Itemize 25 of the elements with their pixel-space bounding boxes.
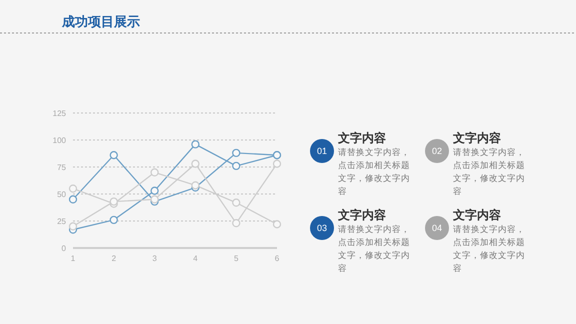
x-tick-label: 4: [193, 254, 198, 263]
x-tick-label: 5: [234, 254, 239, 263]
text: 请替换文字内容，点击添加相关标题文字，修改文字内容: [453, 146, 526, 198]
text: 文字内容: [453, 130, 501, 147]
text: 请替换文字内容，点击添加相关标题文字，修改文字内容: [338, 146, 411, 198]
text: 文字内容: [338, 130, 386, 147]
x-tick-label: 1: [70, 254, 76, 263]
y-tick-label: 50: [57, 190, 67, 199]
text: 请替换文字内容，点击添加相关标题文字，修改文字内容: [338, 223, 411, 275]
y-tick-label: 100: [52, 136, 67, 145]
category-label: 02: [425, 139, 449, 163]
y-tick-label: 0: [62, 244, 67, 253]
category-label: 04: [425, 216, 449, 240]
y-tick-label: 125: [52, 109, 67, 118]
category-label: 03: [310, 216, 334, 240]
text: 请替换文字内容，点击添加相关标题文字，修改文字内容: [453, 223, 526, 275]
y-tick-label: 75: [57, 163, 67, 172]
x-tick-label: 2: [112, 254, 117, 263]
y-tick-label: 25: [57, 217, 67, 226]
text: 文字内容: [338, 207, 386, 224]
chart-title: 成功项目展示: [61, 14, 140, 29]
text: 文字内容: [453, 207, 501, 224]
category-label: 01: [310, 139, 334, 163]
x-tick-label: 3: [152, 254, 158, 263]
x-tick-label: 6: [274, 254, 280, 263]
